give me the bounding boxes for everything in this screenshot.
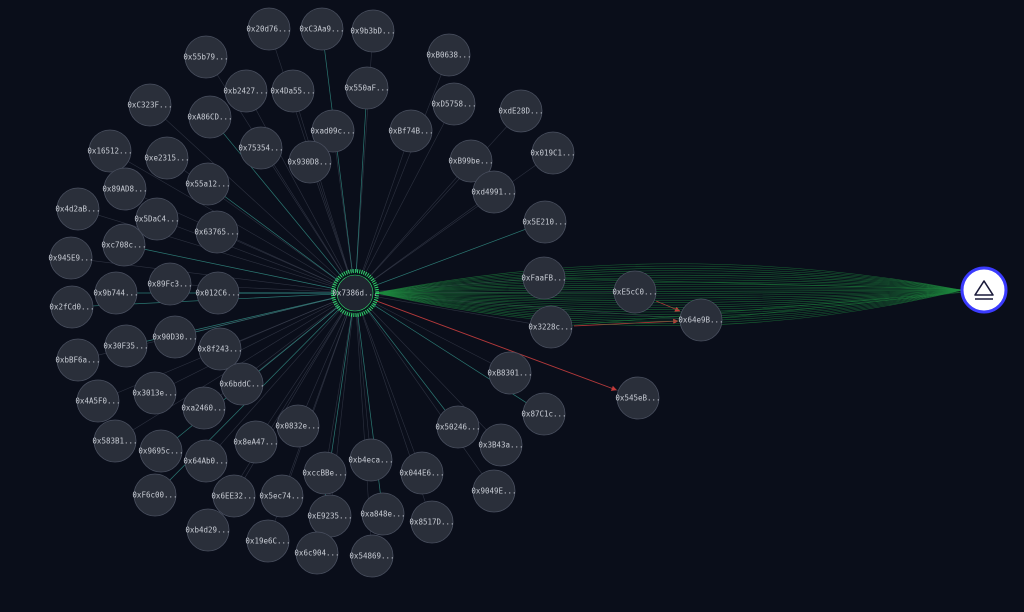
graph-node[interactable]: 0x5E210... <box>522 201 567 243</box>
edge-hub <box>289 313 348 476</box>
graph-node[interactable]: 0x87C1c... <box>521 393 566 435</box>
edge-hub <box>368 310 445 411</box>
graph-node[interactable]: 0x89Fc3... <box>147 263 192 305</box>
destination-node[interactable] <box>962 268 1006 312</box>
edge-hub <box>372 204 477 280</box>
graph-node[interactable]: 0x16512... <box>87 130 132 172</box>
graph-node[interactable]: 0x20d76... <box>246 8 291 50</box>
edge-hub <box>375 229 526 285</box>
graph-node[interactable]: 0x8517D... <box>409 501 454 543</box>
graph-node[interactable]: 0x9b744... <box>93 272 138 314</box>
graph-node[interactable]: 0xE9235... <box>307 495 352 537</box>
graph-node[interactable]: 0x583B1... <box>92 420 137 462</box>
graph-node[interactable]: 0x90D30... <box>152 316 197 358</box>
graph-node[interactable]: 0x9049E... <box>471 470 516 512</box>
graph-node[interactable]: 0xe2315... <box>144 137 189 179</box>
graph-node[interactable]: 0x4d2aB... <box>55 188 100 230</box>
graph-node[interactable]: 0x54869... <box>349 535 394 577</box>
graph-node[interactable]: 0xE5cC0... <box>612 271 657 313</box>
graph-node[interactable]: 0x50246... <box>435 406 480 448</box>
graph-node[interactable]: 0xb2427... <box>223 70 268 112</box>
graph-node[interactable]: 0x4A5F0... <box>75 380 120 422</box>
graph-node[interactable]: 0xBf74B... <box>388 110 433 152</box>
graph-node[interactable]: 0x30F35... <box>103 325 148 367</box>
graph-node[interactable]: 0x3B43a... <box>478 424 523 466</box>
graph-node[interactable]: 0xbBF6a... <box>55 339 100 381</box>
edge-fan <box>376 290 962 319</box>
fan-edges-layer <box>376 264 962 326</box>
graph-node[interactable]: 0xa2460... <box>181 387 226 429</box>
graph-node[interactable]: 0x5ec74... <box>259 475 304 517</box>
edge-hub <box>236 240 336 284</box>
graph-node[interactable]: 0x550aF... <box>344 67 389 109</box>
graph-node[interactable]: 0x545eB... <box>615 377 660 419</box>
graph-node[interactable]: 0x044E6... <box>399 452 444 494</box>
graph-node[interactable]: 0x63765... <box>194 211 239 253</box>
edge-hub <box>362 151 404 273</box>
graph-node[interactable]: 0x9695c... <box>138 430 183 472</box>
edge-to-dest <box>722 292 962 317</box>
graph-node[interactable]: 0x64Ab0... <box>183 440 228 482</box>
graph-node[interactable]: 0xB8301... <box>487 352 532 394</box>
graph-node[interactable]: 0x3228c... <box>528 306 573 348</box>
graph-node[interactable]: 0xccBBe... <box>302 452 347 494</box>
graph-node[interactable]: 0xD5758... <box>431 83 476 125</box>
edge-hub <box>317 182 348 273</box>
edge-hub <box>225 197 338 281</box>
graph-node[interactable]: 0x4Da55... <box>270 70 315 112</box>
network-graph: 0x20d76...0xC3Aa9...0x9b3bD... 0x55b79...… <box>0 0 1024 612</box>
edge-hub <box>369 177 457 277</box>
hub-node[interactable]: 0x7386d... <box>332 271 377 315</box>
graph-node[interactable]: 0x6EE32... <box>211 475 256 517</box>
graph-node[interactable]: 0xFaaFB... <box>521 257 566 299</box>
graph-node[interactable]: 0x9b3bD... <box>350 10 395 52</box>
graph-node[interactable]: 0xb4eca... <box>348 439 393 481</box>
graph-node[interactable]: 0x3013e... <box>132 372 177 414</box>
graph-node[interactable]: 0xC3Aa9... <box>299 8 344 50</box>
graph-node[interactable]: 0xa848e... <box>360 493 405 535</box>
graph-node[interactable]: 0x75354... <box>238 127 283 169</box>
edge-fan <box>376 290 962 326</box>
edge-hub <box>374 303 492 364</box>
edge-hub <box>336 152 352 272</box>
graph-node[interactable]: 0xdE28D... <box>498 90 543 132</box>
graph-node[interactable]: 0x019C1... <box>530 132 575 174</box>
edge-hub <box>362 313 414 454</box>
edge-fan <box>376 271 962 293</box>
graph-node[interactable]: 0xb4d29... <box>185 509 230 551</box>
graph-node[interactable]: 0x64e9B... <box>678 299 723 341</box>
graph-node[interactable]: 0x2fCd0... <box>49 286 94 328</box>
graph-node[interactable]: 0x945E9... <box>48 237 93 279</box>
graph-node[interactable]: 0xB0638... <box>426 34 471 76</box>
graph-node[interactable]: 0x55b79... <box>183 36 228 78</box>
graph-node[interactable]: 0x6c904... <box>294 532 339 574</box>
graph-node[interactable]: 0x89AD8... <box>102 168 147 210</box>
graph-node[interactable]: 0x19e6C... <box>245 520 290 562</box>
edge-hub <box>356 109 366 272</box>
graph-node[interactable]: 0xA86CD... <box>187 96 232 138</box>
graph-node[interactable]: 0xF6c00... <box>132 474 177 516</box>
